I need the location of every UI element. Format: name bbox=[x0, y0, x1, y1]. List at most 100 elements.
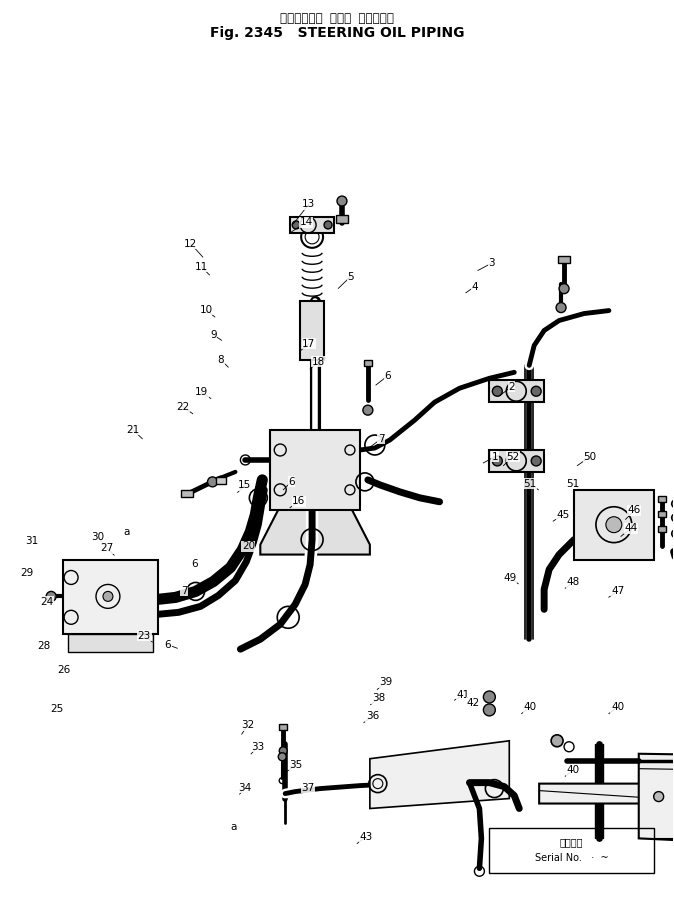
Text: 43: 43 bbox=[359, 832, 373, 842]
Text: 20: 20 bbox=[242, 541, 255, 551]
Text: 1: 1 bbox=[491, 451, 498, 462]
Text: 9: 9 bbox=[210, 330, 217, 340]
Text: 49: 49 bbox=[503, 573, 517, 583]
Bar bbox=[290, 217, 334, 233]
Text: 40: 40 bbox=[567, 765, 580, 775]
Text: 6: 6 bbox=[191, 559, 198, 569]
Text: 22: 22 bbox=[176, 402, 189, 412]
Text: 44: 44 bbox=[624, 523, 638, 533]
Text: 48: 48 bbox=[567, 577, 580, 587]
Circle shape bbox=[556, 303, 566, 313]
Text: 6: 6 bbox=[384, 371, 391, 381]
Text: 24: 24 bbox=[40, 597, 54, 607]
Circle shape bbox=[493, 456, 502, 466]
Text: 適用号機: 適用号機 bbox=[560, 837, 583, 848]
Circle shape bbox=[103, 592, 113, 601]
Circle shape bbox=[293, 221, 300, 229]
Text: 23: 23 bbox=[137, 631, 151, 641]
Bar bbox=[558, 256, 570, 263]
Circle shape bbox=[47, 592, 56, 601]
Circle shape bbox=[337, 196, 347, 206]
Bar bbox=[658, 496, 666, 502]
Bar bbox=[181, 490, 193, 497]
Circle shape bbox=[278, 752, 286, 761]
Text: 40: 40 bbox=[523, 702, 537, 712]
Bar bbox=[279, 724, 287, 730]
Bar bbox=[68, 634, 153, 652]
Bar bbox=[63, 559, 158, 634]
Text: 51: 51 bbox=[524, 478, 537, 488]
Text: 17: 17 bbox=[302, 339, 315, 349]
Text: 2: 2 bbox=[508, 382, 515, 392]
Text: 45: 45 bbox=[557, 510, 570, 520]
Circle shape bbox=[671, 530, 674, 538]
Polygon shape bbox=[639, 753, 674, 853]
Bar bbox=[489, 829, 654, 873]
Text: 19: 19 bbox=[195, 387, 208, 397]
Circle shape bbox=[483, 704, 495, 716]
Text: 12: 12 bbox=[184, 238, 197, 249]
Text: 41: 41 bbox=[456, 690, 470, 699]
Circle shape bbox=[606, 517, 622, 532]
Text: 33: 33 bbox=[251, 742, 264, 752]
Bar bbox=[300, 300, 324, 360]
Text: 4: 4 bbox=[471, 281, 478, 291]
Text: 38: 38 bbox=[372, 693, 386, 703]
Text: 29: 29 bbox=[20, 568, 34, 578]
Bar bbox=[658, 526, 666, 531]
Text: 6: 6 bbox=[164, 640, 171, 650]
Text: Fig. 2345   STEERING OIL PIPING: Fig. 2345 STEERING OIL PIPING bbox=[210, 26, 464, 40]
Text: 30: 30 bbox=[91, 532, 104, 542]
Text: 51: 51 bbox=[567, 478, 580, 488]
Circle shape bbox=[671, 513, 674, 521]
Text: 7: 7 bbox=[378, 433, 385, 444]
Circle shape bbox=[493, 387, 502, 396]
Circle shape bbox=[559, 284, 569, 294]
Text: 14: 14 bbox=[299, 217, 313, 227]
Text: 6: 6 bbox=[288, 476, 295, 486]
Text: 15: 15 bbox=[238, 480, 251, 490]
Text: Serial No.   ·  ~: Serial No. · ~ bbox=[534, 853, 609, 863]
Text: 27: 27 bbox=[100, 543, 113, 553]
Text: ステアリング オイル パイピング: ステアリング オイル パイピング bbox=[280, 12, 394, 25]
Text: 11: 11 bbox=[195, 262, 208, 271]
Circle shape bbox=[531, 456, 541, 466]
Circle shape bbox=[654, 792, 664, 802]
Text: 42: 42 bbox=[466, 698, 480, 708]
Circle shape bbox=[324, 221, 332, 229]
Polygon shape bbox=[260, 510, 370, 555]
Text: a: a bbox=[231, 823, 237, 832]
Bar bbox=[574, 490, 654, 559]
Text: 26: 26 bbox=[57, 664, 71, 675]
Bar bbox=[216, 476, 226, 484]
Text: 13: 13 bbox=[302, 200, 315, 209]
Bar bbox=[364, 360, 372, 367]
Text: 36: 36 bbox=[366, 711, 379, 721]
Text: 25: 25 bbox=[51, 704, 64, 714]
Text: 40: 40 bbox=[611, 702, 624, 712]
Text: 16: 16 bbox=[292, 496, 305, 506]
Text: 39: 39 bbox=[379, 677, 392, 687]
Text: 21: 21 bbox=[126, 425, 140, 435]
Circle shape bbox=[551, 734, 563, 747]
Circle shape bbox=[279, 747, 287, 755]
Text: 46: 46 bbox=[627, 505, 641, 515]
Text: 7: 7 bbox=[181, 586, 187, 596]
Text: 37: 37 bbox=[301, 783, 315, 793]
Text: 34: 34 bbox=[238, 783, 251, 793]
Bar bbox=[270, 430, 360, 510]
Text: 31: 31 bbox=[26, 536, 39, 546]
Polygon shape bbox=[539, 784, 658, 804]
Text: 8: 8 bbox=[218, 355, 224, 365]
Text: 3: 3 bbox=[488, 258, 495, 268]
Text: 28: 28 bbox=[37, 642, 51, 652]
Bar bbox=[489, 380, 544, 402]
Text: a: a bbox=[123, 527, 129, 537]
Polygon shape bbox=[370, 741, 510, 808]
Circle shape bbox=[483, 691, 495, 703]
Circle shape bbox=[208, 476, 218, 487]
Text: 47: 47 bbox=[611, 586, 624, 596]
Text: 10: 10 bbox=[200, 305, 213, 315]
Bar bbox=[336, 215, 348, 223]
Circle shape bbox=[531, 387, 541, 396]
